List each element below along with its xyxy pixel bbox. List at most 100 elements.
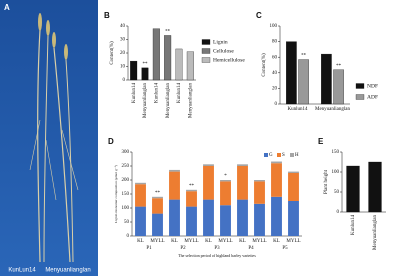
- bar-segment: [271, 196, 282, 236]
- bar: [286, 41, 297, 105]
- y-tick-label: 150: [122, 192, 130, 197]
- legend-label: H: [295, 153, 299, 158]
- significance: **: [301, 54, 307, 59]
- group-label: P3: [214, 246, 220, 251]
- bar-segment: [169, 199, 180, 236]
- bar-segment: [169, 169, 180, 172]
- x-tick-label: Kunlun14: [288, 107, 309, 112]
- panel-label: B: [104, 11, 110, 20]
- photo-background: [0, 0, 98, 276]
- bar-segment: [254, 181, 265, 204]
- group-label: P1: [146, 246, 152, 251]
- y-axis-title: Content(%): [110, 41, 115, 65]
- y-tick-label: 50: [124, 220, 130, 225]
- legend-label: ADF: [367, 94, 378, 100]
- bar-segment: [203, 199, 214, 236]
- bar-segment: [237, 164, 248, 166]
- x-tick-label: KL: [205, 239, 212, 244]
- significance: **: [189, 184, 195, 189]
- bar-segment: [288, 171, 299, 173]
- x-tick-label: Kunlun14: [154, 83, 159, 104]
- y-tick-label: 20: [120, 51, 126, 56]
- bar: [152, 28, 160, 81]
- y-tick-label: 0: [275, 102, 278, 107]
- x-axis-title: The selection period of highland barley …: [178, 253, 256, 258]
- bar-segment: [288, 201, 299, 236]
- bar: [346, 165, 360, 213]
- photo-caption: Menyuanlianglan: [45, 268, 90, 274]
- bar-segment: [220, 181, 231, 206]
- y-tick-label: 40: [120, 24, 126, 29]
- x-tick-label: KL: [273, 239, 280, 244]
- legend-swatch: [355, 94, 365, 100]
- panel-label: C: [256, 11, 262, 20]
- bar-segment: [203, 166, 214, 200]
- legend-label: Cellulose: [213, 48, 234, 54]
- legend-swatch: [201, 39, 211, 45]
- bar: [333, 69, 344, 105]
- y-tick-label: 0: [127, 234, 130, 239]
- legend-swatch: [201, 57, 211, 63]
- significance: *: [224, 174, 227, 179]
- bar-segment: [271, 163, 282, 197]
- significance: **: [165, 30, 171, 35]
- y-tick-label: 50: [334, 190, 340, 195]
- bar-segment: [135, 182, 146, 185]
- x-tick-label: MYLL: [286, 239, 300, 244]
- y-tick-label: 0: [123, 78, 126, 83]
- bar: [164, 35, 172, 81]
- bar-segment: [169, 171, 180, 200]
- legend-swatch: [277, 153, 281, 157]
- x-tick-label: MYLL: [218, 239, 232, 244]
- x-tick-label: Kunlun14: [177, 83, 182, 104]
- x-tick-label: MYLL: [184, 239, 198, 244]
- legend-swatch: [264, 153, 268, 157]
- y-tick-label: 60: [272, 55, 278, 60]
- bar: [368, 161, 382, 213]
- bar-segment: [186, 206, 197, 236]
- bar: [130, 60, 138, 81]
- x-tick-label: Menyuanlianglan: [188, 83, 193, 118]
- y-tick-label: 200: [122, 178, 130, 183]
- panel-label: E: [318, 137, 324, 146]
- y-tick-label: 30: [120, 38, 126, 43]
- y-tick-label: 20: [272, 87, 278, 92]
- legend-swatch: [355, 83, 365, 89]
- x-tick-label: KL: [171, 239, 178, 244]
- bar-segment: [288, 173, 299, 201]
- group-label: P4: [248, 246, 254, 251]
- legend-swatch: [290, 153, 294, 157]
- bar-segment: [135, 184, 146, 207]
- legend-swatch: [201, 48, 211, 54]
- x-tick-label: MYLL: [252, 239, 266, 244]
- bar: [298, 59, 309, 105]
- y-tick-label: 150: [332, 150, 340, 155]
- bar-segment: [152, 198, 163, 214]
- x-tick-label: KL: [239, 239, 246, 244]
- x-tick-label: KL: [137, 239, 144, 244]
- x-tick-label: MYLL: [150, 239, 164, 244]
- y-tick-label: 100: [270, 24, 278, 29]
- bar: [321, 53, 332, 105]
- x-tick-label: Menyuanlianglan: [373, 215, 378, 250]
- plant-stalks: [29, 29, 79, 263]
- y-axis-title: Content(%): [262, 53, 267, 77]
- x-tick-label: Kunlun14: [351, 215, 356, 236]
- y-tick-label: 250: [122, 164, 130, 169]
- x-tick-label: Kunlun14: [132, 83, 137, 104]
- panel-label: A: [4, 3, 10, 12]
- group-label: P2: [180, 246, 186, 251]
- legend-label: Lignin: [213, 39, 228, 45]
- bar-segment: [271, 161, 282, 164]
- bar-segment: [237, 199, 248, 236]
- bar-segment: [152, 196, 163, 199]
- significance: **: [155, 191, 161, 196]
- y-axis-title: Lignin monomer composition (μmol g⁻¹): [114, 164, 118, 223]
- bar-segment: [186, 191, 197, 207]
- bar-segment: [135, 206, 146, 236]
- x-tick-label: Menyuanlianglan: [166, 83, 171, 118]
- legend-label: S: [282, 153, 285, 158]
- legend-label: G: [269, 153, 273, 158]
- y-tick-label: 300: [122, 150, 130, 155]
